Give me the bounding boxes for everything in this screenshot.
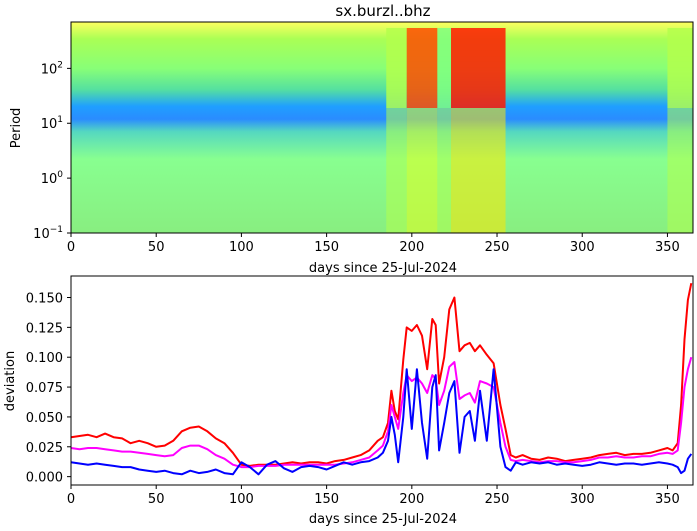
line-y-ticks: 0.000 0.025 0.050 0.075 0.100 0.125 0.150 bbox=[26, 291, 71, 486]
heatmap-band-lower-2 bbox=[406, 108, 438, 233]
line-x-axis-label: days since 25-Jul-2024 bbox=[309, 512, 457, 527]
heatmap-x-tick-label: 0 bbox=[67, 240, 75, 255]
heatmap-x-tick-label: 350 bbox=[655, 240, 680, 255]
line-x-tick-label: 150 bbox=[314, 492, 339, 507]
line-y-tick-label: 0.050 bbox=[26, 411, 63, 426]
heatmap-band-4 bbox=[451, 28, 506, 108]
series-line-1 bbox=[70, 356, 693, 469]
heatmap-band-2 bbox=[406, 28, 438, 108]
line-x-tick-label: 100 bbox=[229, 492, 254, 507]
line-x-tick-label: 0 bbox=[67, 492, 75, 507]
heatmap-y-ticks: 10−1 100 101 102 bbox=[33, 60, 71, 242]
heatmap-x-tick-label: 100 bbox=[229, 240, 254, 255]
line-x-ticks: 0 50 100 150 200 250 300 350 bbox=[67, 485, 680, 507]
series-line-2 bbox=[70, 368, 693, 476]
heatmap-y-tick-label: 101 bbox=[41, 115, 63, 132]
heatmap-y-tick-label: 10−1 bbox=[33, 225, 63, 242]
line-x-tick-label: 200 bbox=[399, 492, 424, 507]
series-line-0 bbox=[70, 283, 693, 467]
heatmap-y-tick-label: 100 bbox=[41, 170, 64, 187]
line-x-tick-label: 50 bbox=[148, 492, 165, 507]
line-frame bbox=[70, 275, 694, 486]
heatmap-x-tick-label: 50 bbox=[148, 240, 165, 255]
heatmap-band-lower-6 bbox=[667, 108, 693, 233]
chart-title: sx.burzl..bhz bbox=[335, 2, 430, 20]
heatmap-cells bbox=[71, 22, 693, 233]
line-y-tick-label: 0.075 bbox=[26, 381, 63, 396]
line-y-axis-label: deviation bbox=[3, 351, 18, 411]
heatmap-band-3 bbox=[437, 28, 452, 108]
heatmap-x-ticks: 0 50 100 150 200 250 300 350 bbox=[67, 233, 680, 255]
heatmap-background bbox=[71, 22, 693, 233]
heatmap-band-lower-3 bbox=[437, 108, 452, 233]
heatmap-x-tick-label: 150 bbox=[314, 240, 339, 255]
line-y-tick-label: 0.000 bbox=[26, 471, 63, 486]
heatmap-band-6 bbox=[667, 28, 693, 108]
line-series-group bbox=[70, 283, 693, 476]
heatmap-x-tick-label: 300 bbox=[570, 240, 595, 255]
line-y-tick-label: 0.150 bbox=[26, 291, 63, 306]
heatmap-band-1 bbox=[386, 28, 407, 108]
heatmap-y-tick-label: 102 bbox=[41, 60, 63, 77]
heatmap-band-lower-4 bbox=[451, 108, 506, 233]
heatmap-x-axis-label: days since 25-Jul-2024 bbox=[309, 261, 457, 276]
line-x-tick-label: 300 bbox=[570, 492, 595, 507]
line-x-tick-label: 350 bbox=[655, 492, 680, 507]
line-panel: 0 50 100 150 200 250 300 350 0.0000.0250.0500.0… bbox=[3, 275, 694, 527]
line-y-tick-label: 0.125 bbox=[26, 321, 63, 336]
heatmap-band-lower-1 bbox=[386, 108, 407, 233]
line-y-tick-label: 0.100 bbox=[26, 351, 63, 366]
heatmap-y-axis-label: Period bbox=[9, 108, 24, 149]
line-y-tick-label: 0.025 bbox=[26, 441, 63, 456]
line-x-tick-label: 250 bbox=[485, 492, 510, 507]
heatmap-x-tick-label: 200 bbox=[399, 240, 424, 255]
heatmap-frame bbox=[70, 21, 694, 234]
heatmap-panel: sx.burzl..bhz 0 50 100 150 200 250 300 350 10−1… bbox=[9, 2, 694, 276]
heatmap-x-tick-label: 250 bbox=[485, 240, 510, 255]
